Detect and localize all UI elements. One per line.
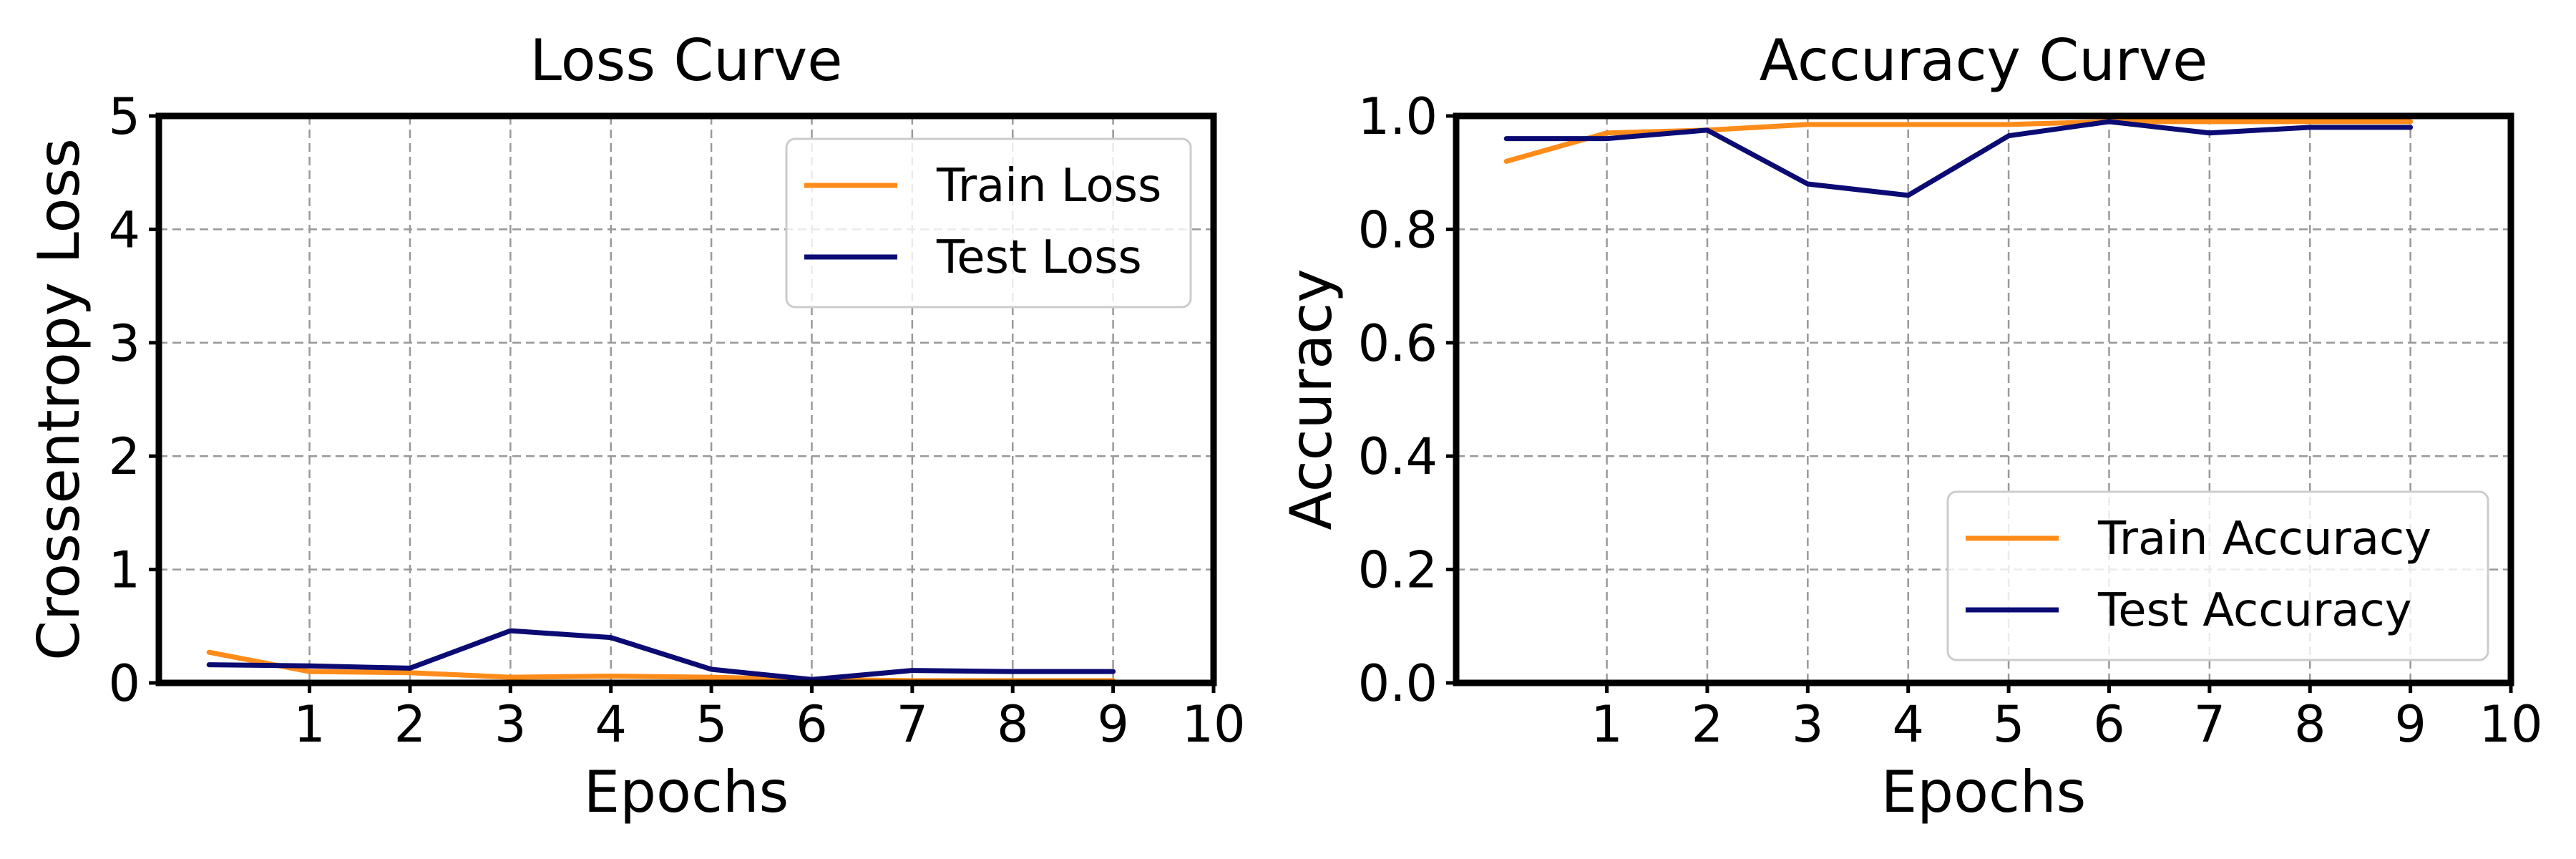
plot-frame	[1453, 112, 2514, 686]
y-tick-label: 1	[108, 541, 140, 600]
x-tick-label: 8	[2294, 695, 2326, 754]
x-tick-label: 5	[696, 695, 728, 754]
y-tick-label: 0.8	[1358, 200, 1438, 259]
y-axis-label: Accuracy	[1278, 268, 1345, 530]
chart-panel-1: 1 2 3 4 5 6 7 8 9 10 0 1 2 3 4 5 Loss Curve Epochs Crossen…	[26, 27, 1246, 825]
legend: Train Accuracy Test Accuracy	[1946, 490, 2489, 661]
legend-label: Test Accuracy	[2097, 584, 2412, 637]
series-line-test-loss	[206, 628, 1116, 682]
legend-label: Test Loss	[936, 231, 1142, 284]
legend: Train Loss Test Loss	[785, 137, 1192, 309]
y-tick-label: 0	[108, 654, 140, 713]
y-axis-label: Crossentropy Loss	[26, 138, 92, 661]
chart-title: Loss Curve	[530, 27, 843, 94]
x-tick-label: 2	[1692, 695, 1724, 754]
x-tick-label: 1	[293, 695, 326, 754]
legend-box	[1946, 490, 2489, 661]
y-tick-label: 3	[108, 314, 140, 373]
x-tick-label: 8	[997, 695, 1029, 754]
y-tick-label: 1.0	[1358, 87, 1438, 146]
x-tick-label: 7	[897, 695, 929, 754]
x-axis-label: Epochs	[1881, 759, 2087, 825]
x-tick-label: 10	[2479, 695, 2542, 754]
y-tick-label: 0.0	[1358, 654, 1438, 713]
series-line-test-accuracy	[1503, 119, 2414, 198]
y-tick-label: 4	[108, 200, 140, 259]
x-tick-label: 9	[1097, 695, 1129, 754]
series-line-train-accuracy	[1503, 119, 2414, 164]
y-tick-label: 0.6	[1358, 314, 1438, 373]
x-tick-label: 6	[796, 695, 828, 754]
x-tick-label: 3	[494, 695, 527, 754]
y-tick-label: 2	[108, 427, 140, 486]
legend-label: Train Loss	[936, 160, 1161, 213]
plot-frame	[155, 112, 1217, 686]
y-tick-label: 0.4	[1358, 427, 1438, 486]
legend-box	[785, 137, 1192, 309]
x-tick-label: 1	[1591, 695, 1623, 754]
legend-label: Train Accuracy	[2097, 513, 2431, 566]
x-tick-label: 9	[2394, 695, 2426, 754]
x-tick-label: 4	[595, 695, 627, 754]
x-tick-label: 10	[1181, 695, 1245, 754]
x-tick-label: 3	[1792, 695, 1824, 754]
x-tick-label: 7	[2194, 695, 2226, 754]
x-tick-label: 6	[2093, 695, 2125, 754]
x-tick-label: 5	[1993, 695, 2025, 754]
x-tick-label: 4	[1892, 695, 1924, 754]
x-tick-label: 2	[394, 695, 426, 754]
chart-title: Accuracy Curve	[1760, 27, 2208, 94]
x-axis-label: Epochs	[584, 759, 789, 825]
chart-panel-2: 1 2 3 4 5 6 7 8 9 10 0.0 0.2 0.4 0.6 0.8 1.0 Accuracy Cu…	[1278, 27, 2543, 825]
y-tick-label: 0.2	[1358, 541, 1438, 600]
y-tick-label: 5	[108, 87, 140, 146]
